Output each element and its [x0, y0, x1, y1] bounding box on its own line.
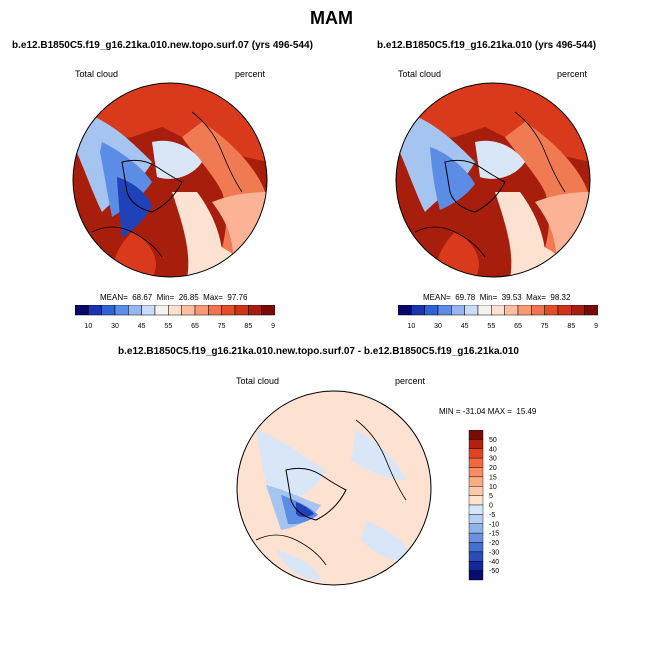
- colorbar-swatch: [477, 305, 492, 316]
- colorbar-swatch: [468, 476, 484, 487]
- colorbar-swatch: [234, 305, 249, 316]
- colorbar-tick-label: 45: [138, 323, 146, 330]
- colorbar-swatch: [221, 305, 236, 316]
- colorbar-swatch: [531, 305, 545, 316]
- colorbar-tick-label: 10: [84, 323, 92, 330]
- colorbar-swatch: [398, 305, 412, 316]
- colorbar-tick-label: 0: [489, 503, 493, 510]
- colorbar-tick-label: 45: [461, 323, 469, 330]
- panel-a-units-label: percent: [235, 69, 266, 79]
- panel-b-cloud-field: [396, 83, 590, 277]
- colorbar-swatch: [114, 305, 129, 316]
- colorbar-swatch: [557, 305, 572, 316]
- colorbar-swatch: [411, 305, 425, 316]
- colorbar-swatch: [154, 305, 169, 316]
- panel-b-polar-map: [395, 82, 591, 278]
- colorbar-swatch: [141, 305, 156, 316]
- colorbar-tick-label: 95: [271, 323, 275, 330]
- colorbar-tick-label: 10: [489, 484, 497, 491]
- diff-units-label: percent: [395, 376, 426, 386]
- colorbar-tick-label: 10: [407, 323, 415, 330]
- colorbar-tick-label: 15: [489, 474, 497, 481]
- colorbar-swatch: [468, 523, 484, 534]
- colorbar-swatch: [468, 457, 484, 468]
- colorbar-swatch: [468, 439, 484, 449]
- colorbar-swatch: [468, 495, 484, 506]
- colorbar-swatch: [468, 504, 484, 515]
- panel-a-stats: MEAN= 68.67 Min= 26.85 Max= 97.76: [100, 293, 248, 302]
- colorbar-tick-label: -20: [489, 540, 499, 547]
- colorbar-swatch: [491, 305, 505, 316]
- colorbar-swatch: [168, 305, 182, 316]
- colorbar-swatch: [451, 305, 465, 316]
- colorbar-swatch: [128, 305, 142, 316]
- colorbar-tick-label: 40: [489, 446, 497, 453]
- panel-a-subtitle: b.e12.B1850C5.f19_g16.21ka.010.new.topo.…: [12, 40, 313, 51]
- colorbar-swatch: [468, 486, 484, 496]
- diff-polar-map: [236, 390, 432, 586]
- colorbar-swatch: [468, 448, 484, 459]
- colorbar-tick-label: 30: [434, 323, 442, 330]
- colorbar-swatch: [75, 305, 89, 316]
- colorbar-tick-label: 55: [164, 323, 172, 330]
- colorbar-tick-label: -15: [489, 531, 499, 538]
- colorbar-tick-label: 30: [111, 323, 119, 330]
- colorbar-swatch: [208, 305, 222, 316]
- colorbar-swatch: [584, 305, 598, 316]
- panel-a-colorbar: 10 30 45 55 65 75 85 95: [75, 305, 275, 330]
- colorbar-tick-label: 85: [567, 323, 575, 330]
- colorbar-swatch: [424, 305, 439, 316]
- colorbar-swatch: [468, 532, 484, 543]
- colorbar-tick-label: 50: [489, 437, 497, 444]
- colorbar-tick-label: -40: [489, 559, 499, 566]
- diff-stats: MIN = -31.04 MAX = 15.49: [439, 407, 537, 416]
- colorbar-swatch: [468, 570, 484, 581]
- colorbar-tick-label: 75: [541, 323, 549, 330]
- panel-b-variable-label: Total cloud: [398, 69, 442, 79]
- colorbar-swatch: [468, 467, 484, 478]
- diff-cloud-field: [237, 391, 431, 585]
- colorbar-tick-label: -10: [489, 521, 499, 528]
- panel-a-polar-map: [72, 82, 268, 278]
- colorbar-tick-label: 5: [489, 493, 493, 500]
- colorbar-swatch: [464, 305, 479, 316]
- colorbar-swatch: [261, 305, 275, 316]
- colorbar-swatch: [468, 551, 484, 562]
- colorbar-swatch: [437, 305, 452, 316]
- colorbar-swatch: [468, 542, 484, 553]
- figure-title: MAM: [310, 8, 353, 28]
- colorbar-tick-label: -50: [489, 568, 499, 575]
- colorbar-swatch: [544, 305, 559, 316]
- colorbar-tick-label: -5: [489, 512, 495, 519]
- colorbar-tick-label: 65: [191, 323, 199, 330]
- colorbar-swatch: [571, 305, 585, 316]
- colorbar-tick-label: 20: [489, 465, 497, 472]
- panel-a-variable-label: Total cloud: [75, 69, 119, 79]
- colorbar-tick-label: 85: [244, 323, 252, 330]
- colorbar-swatch: [468, 561, 484, 571]
- colorbar-swatch: [504, 305, 519, 316]
- colorbar-swatch: [194, 305, 209, 316]
- colorbar-swatch: [101, 305, 116, 316]
- diff-variable-label: Total cloud: [236, 376, 280, 386]
- colorbar-tick-label: 75: [218, 323, 226, 330]
- panel-b-units-label: percent: [557, 69, 588, 79]
- panel-b-stats: MEAN= 69.78 Min= 39.53 Max= 98.32: [423, 293, 571, 302]
- colorbar-tick-label: -30: [489, 549, 499, 556]
- colorbar-tick-label: 55: [487, 323, 495, 330]
- colorbar-swatch: [248, 305, 262, 316]
- colorbar-tick-label: 95: [594, 323, 598, 330]
- panel-b-subtitle: b.e12.B1850C5.f19_g16.21ka.010 (yrs 496-…: [377, 40, 597, 51]
- diff-subtitle: b.e12.B1850C5.f19_g16.21ka.010.new.topo.…: [118, 346, 519, 357]
- colorbar-swatch: [88, 305, 102, 316]
- colorbar-tick-label: 30: [489, 456, 497, 463]
- colorbar-swatch: [517, 305, 532, 316]
- panel-b-colorbar: 10 30 45 55 65 75 85 95: [398, 305, 598, 330]
- colorbar-swatch: [468, 514, 484, 524]
- colorbar-tick-label: 65: [514, 323, 522, 330]
- colorbar-swatch: [468, 430, 484, 440]
- colorbar-swatch: [181, 305, 196, 316]
